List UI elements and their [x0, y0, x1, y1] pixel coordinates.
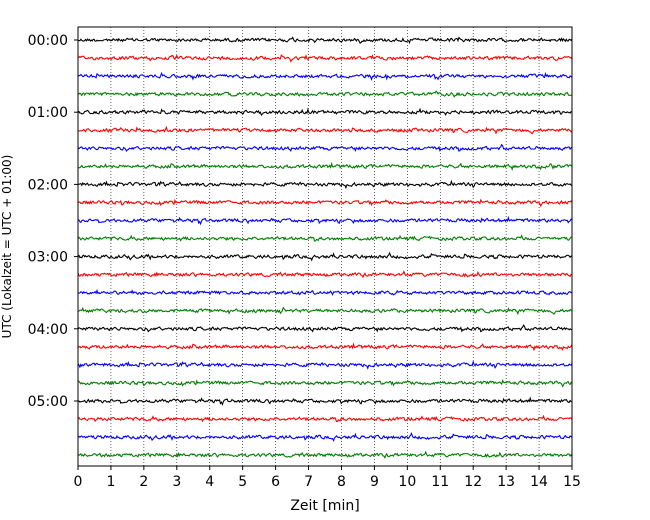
x-tick-label: 5	[238, 474, 247, 490]
x-tick-label: 11	[431, 474, 449, 490]
x-axis-label: Zeit [min]	[290, 498, 359, 514]
x-tick-label: 7	[304, 474, 313, 490]
trace-0200	[77, 179, 573, 190]
grid-lines	[110, 27, 540, 466]
trace-0500	[77, 396, 573, 406]
traces	[77, 36, 573, 459]
x-tick-label: 10	[398, 474, 416, 490]
trace-0300	[77, 251, 573, 262]
trace-0100	[77, 107, 573, 117]
plot-frame	[77, 26, 573, 467]
y-tick-label: 02:00	[28, 177, 68, 193]
x-tick-label: 15	[563, 474, 581, 490]
trace-0030	[77, 71, 573, 81]
x-tick-label: 9	[370, 474, 379, 490]
x-tick-label: 1	[106, 474, 115, 490]
trace-0545	[77, 450, 573, 459]
trace-0045	[77, 90, 573, 98]
x-tick-label: 4	[205, 474, 214, 490]
trace-0330	[77, 289, 573, 296]
y-axis-label: UTC (Lokalzeit = UTC + 01:00)	[0, 155, 14, 339]
y-ticks: 00:00 01:00 02:00 03:00 04:00 05:00	[28, 33, 78, 410]
x-tick-label: 12	[464, 474, 482, 490]
trace-0415	[77, 342, 573, 352]
trace-0115	[77, 125, 573, 135]
trace-0515	[77, 414, 573, 423]
trace-0530	[77, 431, 573, 442]
trace-0230	[77, 215, 573, 226]
trace-0015	[77, 53, 573, 63]
x-tick-label: 8	[337, 474, 346, 490]
x-tick-label: 13	[497, 474, 515, 490]
x-tick-label: 0	[74, 474, 83, 490]
trace-0130	[77, 143, 573, 153]
y-tick-label: 05:00	[28, 394, 68, 410]
x-tick-label: 2	[139, 474, 148, 490]
x-tick-label: 3	[172, 474, 181, 490]
y-tick-label: 03:00	[28, 250, 68, 266]
trace-0430	[77, 360, 573, 370]
y-tick-label: 00:00	[28, 33, 68, 49]
x-tick-label: 14	[530, 474, 548, 490]
trace-0000	[77, 36, 573, 45]
trace-0345	[77, 306, 573, 316]
y-tick-label: 04:00	[28, 322, 68, 338]
trace-0315	[77, 270, 573, 279]
trace-0445	[77, 378, 573, 388]
trace-0245	[77, 234, 573, 242]
trace-0400	[77, 324, 573, 333]
trace-0215	[77, 198, 573, 208]
x-tick-label: 6	[271, 474, 280, 490]
x-ticks: 0 1 2 3 4 5 6 7 8 9 10 11 12 13 14 15	[74, 466, 581, 490]
trace-0145	[77, 161, 573, 171]
y-tick-label: 01:00	[28, 105, 68, 121]
